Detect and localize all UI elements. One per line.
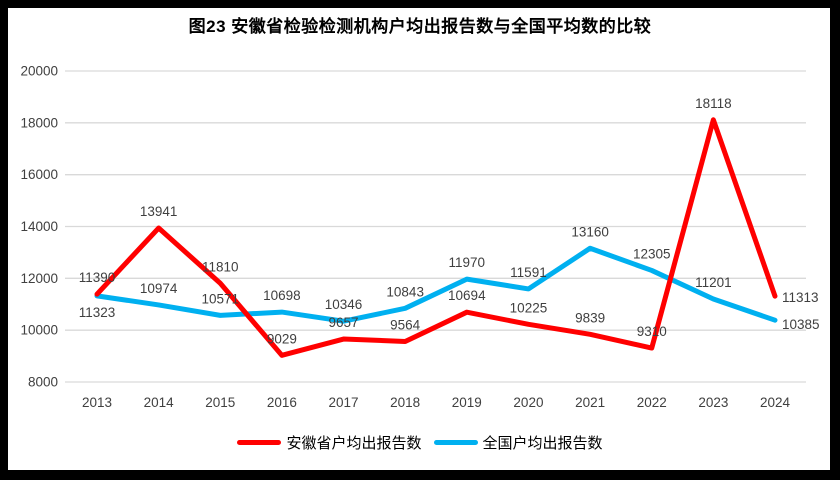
data-label: 9564 [390,317,421,332]
data-label: 13160 [571,224,609,239]
data-label: 11970 [449,255,486,270]
data-label: 18118 [695,96,732,111]
y-axis-tick-label: 12000 [20,271,58,286]
chart-title: 图23 安徽省检验检测机构户均出报告数与全国平均数的比较 [188,17,652,36]
x-axis-tick-label: 2018 [390,395,420,410]
y-axis-tick-label: 8000 [28,375,58,390]
x-axis-tick-label: 2020 [513,395,543,410]
data-label: 9839 [575,310,605,325]
x-axis-tick-label: 2017 [329,395,359,410]
y-axis-tick-label: 10000 [20,323,58,338]
data-label: 10974 [140,281,178,296]
data-label: 9657 [329,315,359,330]
x-axis-tick-label: 2022 [637,395,667,410]
data-label: 9310 [637,324,667,339]
chart-legend: 安徽省户均出报告数 全国户均出报告数 [0,432,840,453]
data-label: 11323 [79,305,116,320]
y-axis-tick-label: 14000 [20,219,58,234]
y-axis-tick-label: 18000 [20,115,58,130]
series-line-national [94,245,778,324]
legend-swatch-anhui-line [237,440,282,445]
x-axis-tick-label: 2023 [698,395,728,410]
data-label: 11390 [79,270,116,285]
data-label: 9029 [267,331,297,346]
data-label: 12305 [633,246,671,261]
legend-label-national: 全国户均出报告数 [482,435,603,452]
y-axis-tick-label: 16000 [20,167,58,182]
series-line-anhui [94,117,778,358]
legend-item-national: 全国户均出报告数 [433,432,603,453]
x-axis-tick-label: 2024 [760,395,791,410]
data-label: 11313 [782,290,819,305]
legend-item-anhui: 安徽省户均出报告数 [237,432,422,453]
data-label: 11591 [510,265,547,280]
x-axis-tick-label: 2014 [144,395,175,410]
data-label: 10385 [782,317,820,332]
x-axis-tick-label: 2021 [575,395,605,410]
data-label: 13941 [140,204,178,219]
data-label: 10571 [201,291,239,306]
x-axis-tick-label: 2015 [205,395,235,410]
data-label: 11810 [202,259,239,274]
data-label: 11201 [695,275,732,290]
data-label: 10346 [325,297,363,312]
data-label: 10225 [510,300,548,315]
x-axis-tick-label: 2016 [267,395,297,410]
x-axis-tick-label: 2019 [452,395,482,410]
legend-swatch-national-line [433,440,478,445]
legend-label-anhui: 安徽省户均出报告数 [286,435,422,452]
data-label: 10694 [448,288,486,303]
data-label: 10698 [263,288,301,303]
y-axis-tick-label: 20000 [20,64,58,79]
x-axis-tick-label: 2013 [82,395,112,410]
data-label: 10843 [386,284,424,299]
